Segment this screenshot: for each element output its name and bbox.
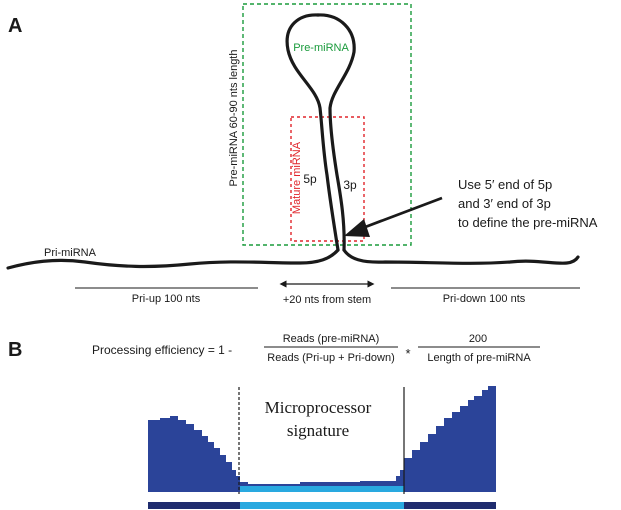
pri-down-track [404,502,496,509]
mature-mirna-label: Mature miRNA [291,141,303,214]
formula-operator: * [405,346,410,361]
formula-numerator-2: 200 [469,333,487,345]
pri-mirna-strand-right [342,248,580,265]
signature-trough [240,486,404,492]
arm-5p-label: 5p [303,172,317,186]
read-coverage-profile [148,386,496,492]
annotation-line-3: to define the pre-miRNA [458,215,598,230]
pri-mirna-label: Pri-miRNA [44,247,97,259]
mature-mirna-box [290,116,365,242]
panel-b-label: B [8,339,22,361]
pri-up-track [148,502,240,509]
annotation-arrowhead [344,219,370,237]
formula-denominator-1: Reads (Pri-up + Pri-down) [267,352,394,364]
panel-a-label: A [8,15,22,37]
pre-mirna-length-label: Pre-miRNA 60-90 nts length [228,50,240,187]
stem-offset-label: +20 nts from stem [283,294,371,306]
hairpin-3p-strand [316,13,356,252]
pri-mirna-strand [6,248,340,270]
pri-down-label: Pri-down 100 nts [443,293,526,305]
arm-3p-label: 3p [343,178,357,192]
hairpin-5p-strand [285,13,340,252]
annotation-arrow [359,196,443,231]
pri-up-label: Pri-up 100 nts [132,293,201,305]
signature-label-line-1: Microprocessor [265,398,372,417]
formula-denominator-2: Length of pre-miRNA [427,352,531,364]
pre-mirna-label: Pre-miRNA [293,42,349,54]
formula-prefix: Processing efficiency = 1 - [92,343,232,357]
signature-label-line-2: signature [287,421,349,440]
formula-numerator-1: Reads (pre-miRNA) [283,333,380,345]
annotation-line-1: Use 5′ end of 5p [458,177,552,192]
annotation-line-2: and 3′ end of 3p [458,196,551,211]
pre-mirna-box [242,3,412,246]
pre-mirna-track [240,502,404,509]
